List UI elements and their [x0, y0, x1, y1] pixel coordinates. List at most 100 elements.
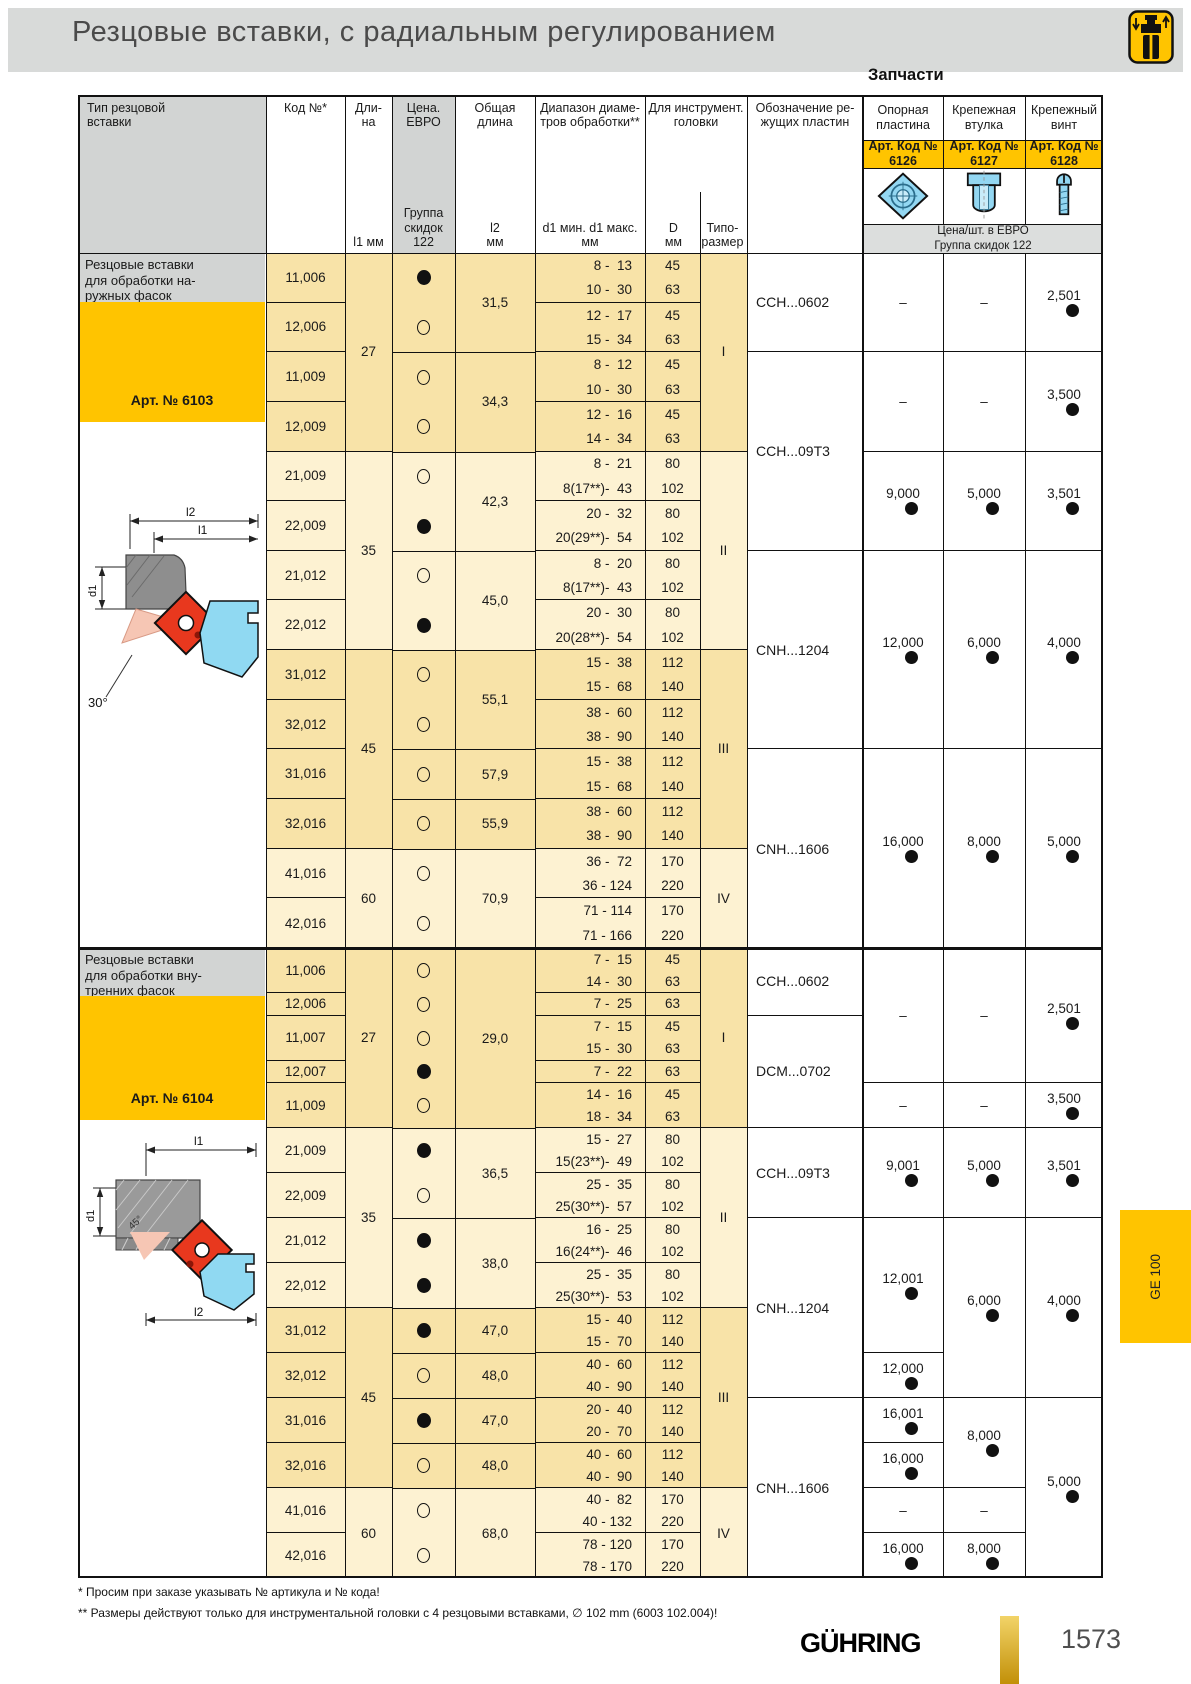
grid-line: [645, 95, 646, 1578]
price-value: –: [899, 393, 907, 409]
spare-part-price-cell: –: [863, 1488, 943, 1533]
price-value: 5,000: [1047, 834, 1081, 850]
d1-range: 78 - 170: [582, 1559, 632, 1575]
d1-range: 15 - 68: [586, 679, 632, 695]
price-value: –: [980, 393, 988, 409]
d1-range: 15 - 38: [586, 655, 632, 671]
d1-range: 40 - 90: [586, 1468, 632, 1484]
clamp-sleeve-icon: [966, 170, 1002, 220]
header-tool-head: Для инструмент. головки D мм Типо- размер: [648, 101, 744, 249]
clamp-screw-icon-cell: [1025, 168, 1103, 224]
l1-length-cell: 35: [345, 452, 392, 651]
head-diameter-D: 112: [661, 1311, 684, 1327]
filled-circle-icon: [416, 270, 431, 286]
head-diameter-D: 63: [664, 1063, 681, 1079]
price-value: –: [899, 294, 907, 310]
spare-part-price-cell: 9,000: [863, 452, 943, 551]
diameter-range-row: 7 - 22 63: [535, 1061, 700, 1083]
diameter-range-row: 38 - 60 112: [535, 700, 700, 725]
d1-range: 40 - 60: [586, 1446, 632, 1462]
d1-range: 14 - 30: [586, 973, 632, 989]
spare-part-price-cell: –: [943, 1083, 1025, 1128]
price-value: 16,000: [882, 1450, 924, 1466]
spare-parts-heading: Запчасти: [868, 66, 944, 84]
l2-length-cell: 70,9: [481, 890, 509, 906]
d1-range: 16 - 25: [586, 1221, 632, 1237]
availability-cell: [392, 799, 455, 849]
code-cell: 31,012: [266, 650, 345, 700]
type-size-cell: I: [700, 253, 747, 452]
support-plate-icon: [877, 172, 929, 220]
spare-part-price-cell: –: [863, 1083, 943, 1128]
l2-length-cell: 36,5: [481, 1165, 509, 1181]
diameter-range-row: 20 - 32 80: [535, 501, 700, 526]
diameter-range-row: 12 - 17 45: [535, 303, 700, 328]
d1-range: 10 - 30: [586, 282, 632, 298]
header-price-euro: Цена. ЕВРО Группа скидок 122: [392, 95, 455, 253]
availability-dot-icon: [904, 1421, 918, 1435]
l2-length-cell: 42,3: [481, 493, 509, 509]
head-diameter-D: 45: [664, 1019, 681, 1035]
d1-range: 20 - 70: [586, 1423, 632, 1439]
l2-group-line: [392, 352, 535, 354]
d1-range: 14 - 16: [586, 1086, 632, 1102]
spare-part-price-cell: 16,000: [863, 1443, 943, 1488]
spare-part-price-cell: 12,000: [863, 1353, 943, 1398]
code-cell: 11,009: [266, 352, 345, 402]
d1-range: 15 - 27: [586, 1131, 632, 1147]
l1-length-cell: 45: [345, 650, 392, 849]
clamp-screw-icon: [1056, 173, 1072, 216]
head-diameter-D: 80: [664, 456, 681, 472]
section2-description: Резцовые вставки для обработки вну- трен…: [79, 949, 265, 998]
diameter-range-row: 78 - 170 220: [535, 1556, 700, 1579]
open-circle-icon: [417, 866, 430, 882]
page-number: 1573: [1061, 1624, 1122, 1654]
open-circle-icon: [417, 915, 430, 931]
availability-cell: [392, 1488, 455, 1533]
d1-range: 18 - 34: [586, 1108, 632, 1124]
l2-length-cell: 55,1: [481, 692, 509, 708]
diameter-range-row: 15 - 38 112: [535, 650, 700, 675]
code-cell: 41,016: [266, 1488, 345, 1533]
d1-range: 15 - 30: [586, 1041, 632, 1057]
footnote-1: * Просим при заказе указывать № артикула…: [78, 1585, 380, 1599]
head-diameter-D: 63: [664, 282, 681, 298]
code-cell: 22,009: [266, 1173, 345, 1218]
head-diameter-D: 45: [664, 307, 681, 323]
grid-line: [747, 95, 748, 1578]
d1-range: 71 - 114: [583, 903, 632, 919]
insert-designation-cell: CNH...1606: [756, 840, 830, 857]
grid-line: [862, 95, 864, 1578]
price-per-unit-band: Цена/шт. в ЕВРО Группа скидок 122: [863, 224, 1103, 253]
price-value: 16,000: [882, 1541, 924, 1556]
svg-text:l1: l1: [198, 523, 208, 537]
availability-cell: [392, 1016, 455, 1061]
head-diameter-D: 45: [664, 357, 681, 373]
spare-part-price-cell: 5,000: [943, 1128, 1025, 1218]
gold-divider-bar: [1000, 1616, 1019, 1684]
head-diameter-D: 80: [664, 506, 681, 522]
external-chamfer-drawing: l2 l1 d1 30°: [87, 505, 259, 710]
code-cell: 21,012: [266, 551, 345, 601]
head-diameter-D: 112: [661, 1401, 684, 1417]
diameter-range-row: 7 - 15 45: [535, 948, 700, 971]
availability-dot-icon: [1065, 1174, 1079, 1187]
head-diameter-D: 102: [661, 580, 684, 596]
d1-range: 7 - 15: [593, 1019, 632, 1035]
grid-line: [1025, 95, 1026, 224]
d1-range: 38 - 60: [586, 803, 632, 819]
section1-description: Резцовые вставки для обработки на- ружны…: [79, 254, 265, 303]
spare-part-price-cell: –: [943, 352, 1025, 452]
head-diameter-D: 102: [661, 530, 684, 546]
l2-length-cell: 48,0: [481, 1458, 509, 1473]
d1-range: 8 - 13: [593, 257, 632, 273]
open-circle-icon: [417, 369, 430, 385]
open-circle-icon: [417, 1503, 430, 1518]
diameter-range-row: 20 - 40 112: [535, 1398, 700, 1421]
diameter-range-row: 25 - 35 80: [535, 1173, 700, 1196]
header-clamp-sleeve: Крепежная втулка: [952, 103, 1016, 132]
diameter-range-row: 40 - 90 140: [535, 1376, 700, 1398]
spare-part-price-cell: 12,001: [863, 1218, 943, 1353]
diameter-range-row: 15 - 40 112: [535, 1308, 700, 1331]
filled-circle-icon: [416, 1413, 431, 1428]
